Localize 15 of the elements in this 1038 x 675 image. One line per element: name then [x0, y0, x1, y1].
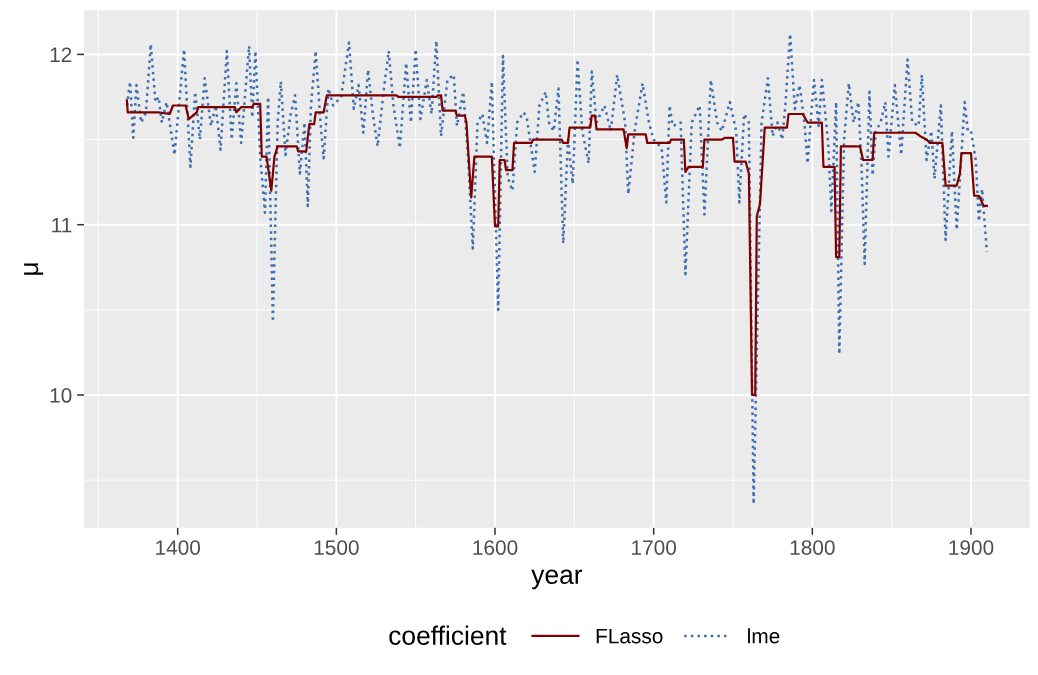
- legend-label: lme: [748, 628, 780, 644]
- y-tick-label: 11: [52, 217, 72, 233]
- x-tick-label: 1600: [473, 540, 518, 555]
- legend-title: coefficient: [389, 625, 507, 645]
- x-axis-title: year: [531, 569, 583, 590]
- legend-label: FLasso: [596, 628, 663, 644]
- line-series: [125, 94, 988, 397]
- x-tick-label: 1900: [949, 540, 994, 555]
- y-axis-title: μ: [24, 263, 44, 275]
- x-tick-label: 1800: [790, 540, 835, 555]
- x-tick-label: 1700: [632, 540, 677, 555]
- y-tick-label: 10: [50, 388, 72, 403]
- x-tick-label: 1400: [156, 540, 201, 555]
- y-tick-label: 12: [50, 47, 72, 62]
- x-tick-label: 1500: [314, 540, 359, 555]
